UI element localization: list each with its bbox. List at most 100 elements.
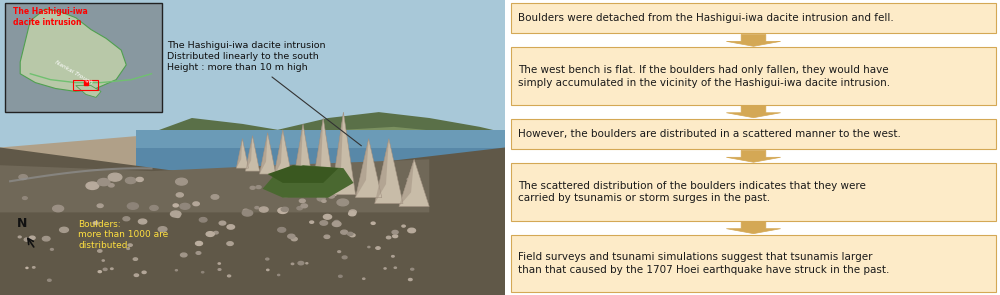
Circle shape <box>86 182 99 189</box>
Polygon shape <box>726 106 781 118</box>
Circle shape <box>134 274 139 276</box>
Circle shape <box>328 194 334 198</box>
Circle shape <box>288 234 295 238</box>
Circle shape <box>299 199 305 203</box>
Circle shape <box>334 220 339 223</box>
Circle shape <box>338 251 341 253</box>
Circle shape <box>304 190 312 195</box>
Circle shape <box>18 236 21 238</box>
Polygon shape <box>331 112 356 195</box>
Circle shape <box>301 204 307 208</box>
Circle shape <box>202 272 204 273</box>
Polygon shape <box>260 133 268 174</box>
Circle shape <box>19 175 27 180</box>
Circle shape <box>402 225 405 227</box>
Circle shape <box>103 268 107 271</box>
Circle shape <box>193 202 199 206</box>
Polygon shape <box>726 222 781 234</box>
Polygon shape <box>356 139 382 198</box>
Circle shape <box>349 210 356 214</box>
Circle shape <box>142 271 146 273</box>
Circle shape <box>408 228 416 233</box>
Circle shape <box>278 227 286 232</box>
Polygon shape <box>0 159 429 212</box>
Circle shape <box>219 221 226 225</box>
FancyBboxPatch shape <box>511 47 996 105</box>
Circle shape <box>102 260 104 261</box>
Circle shape <box>337 199 349 206</box>
FancyBboxPatch shape <box>511 3 996 33</box>
Circle shape <box>350 234 355 237</box>
Circle shape <box>42 237 50 241</box>
Circle shape <box>150 206 158 210</box>
Circle shape <box>320 221 328 225</box>
Polygon shape <box>726 150 781 162</box>
Polygon shape <box>274 130 283 177</box>
Circle shape <box>324 235 330 238</box>
Circle shape <box>310 221 314 223</box>
Circle shape <box>280 190 291 197</box>
Circle shape <box>298 261 304 265</box>
Circle shape <box>306 263 308 264</box>
Circle shape <box>281 207 288 212</box>
Circle shape <box>291 263 294 265</box>
Text: Field surveys and tsunami simulations suggest that tsunamis larger
than that cau: Field surveys and tsunami simulations su… <box>518 252 889 275</box>
Circle shape <box>342 256 347 259</box>
Polygon shape <box>375 139 389 204</box>
Circle shape <box>278 208 288 214</box>
Circle shape <box>93 222 98 224</box>
Circle shape <box>291 237 297 241</box>
Polygon shape <box>0 148 505 295</box>
Circle shape <box>218 269 221 270</box>
Circle shape <box>386 236 391 239</box>
Polygon shape <box>375 139 403 204</box>
Circle shape <box>173 204 178 207</box>
Text: N: N <box>17 217 27 230</box>
Circle shape <box>266 258 269 260</box>
Circle shape <box>267 269 269 271</box>
Circle shape <box>214 231 218 234</box>
Circle shape <box>392 255 394 257</box>
Polygon shape <box>399 159 429 206</box>
Text: The Hashigui-iwa dacite intrusion
Distributed linearly to the south
Height : mor: The Hashigui-iwa dacite intrusion Distri… <box>167 41 361 146</box>
Circle shape <box>97 204 103 207</box>
Circle shape <box>282 177 287 180</box>
Circle shape <box>158 227 167 232</box>
Text: However, the boulders are distributed in a scattered manner to the west.: However, the boulders are distributed in… <box>518 129 901 139</box>
Bar <box>73 80 98 90</box>
Circle shape <box>274 175 285 182</box>
Circle shape <box>53 205 64 212</box>
Circle shape <box>392 230 398 234</box>
Polygon shape <box>293 124 303 183</box>
Circle shape <box>98 271 101 273</box>
Circle shape <box>317 196 325 201</box>
Circle shape <box>98 250 102 252</box>
Circle shape <box>341 230 348 234</box>
Circle shape <box>26 267 28 268</box>
Circle shape <box>227 225 235 229</box>
Circle shape <box>48 279 51 281</box>
Circle shape <box>331 192 336 196</box>
Circle shape <box>171 211 181 217</box>
Polygon shape <box>236 139 248 168</box>
Circle shape <box>284 186 290 190</box>
Polygon shape <box>263 165 354 198</box>
Circle shape <box>278 274 280 276</box>
Polygon shape <box>274 130 292 177</box>
Circle shape <box>196 252 201 254</box>
Circle shape <box>127 248 129 249</box>
Polygon shape <box>312 118 323 189</box>
Circle shape <box>242 210 253 216</box>
Circle shape <box>176 215 180 217</box>
Circle shape <box>227 242 233 245</box>
Circle shape <box>411 268 414 270</box>
Circle shape <box>376 247 380 249</box>
Circle shape <box>24 238 30 241</box>
Circle shape <box>278 181 290 188</box>
Circle shape <box>348 232 353 235</box>
Polygon shape <box>260 133 276 174</box>
Circle shape <box>23 197 27 199</box>
Circle shape <box>407 178 412 181</box>
Circle shape <box>111 268 113 269</box>
Circle shape <box>363 278 365 279</box>
